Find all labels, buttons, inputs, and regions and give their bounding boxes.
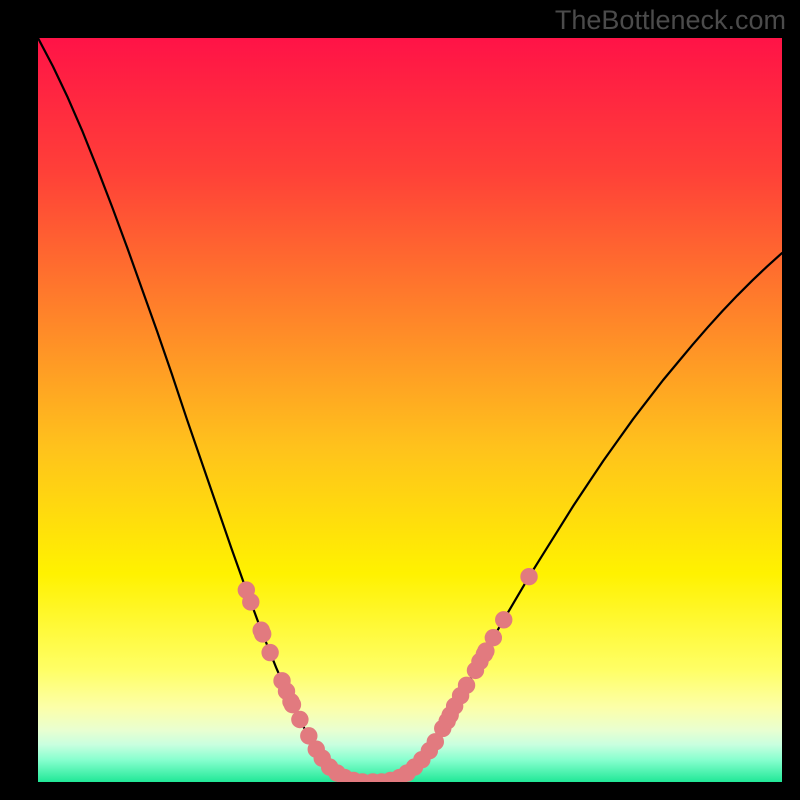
data-marker bbox=[262, 644, 278, 660]
data-marker bbox=[496, 612, 512, 628]
chart-container: TheBottleneck.com bbox=[0, 0, 800, 800]
data-marker bbox=[284, 696, 300, 712]
data-marker bbox=[254, 626, 270, 642]
gradient-background bbox=[38, 38, 782, 782]
data-marker bbox=[458, 677, 474, 693]
data-marker bbox=[485, 629, 501, 645]
data-marker bbox=[243, 594, 259, 610]
watermark-label: TheBottleneck.com bbox=[555, 5, 786, 36]
data-marker bbox=[292, 711, 308, 727]
bottleneck-chart bbox=[38, 38, 782, 782]
data-marker bbox=[521, 568, 537, 584]
